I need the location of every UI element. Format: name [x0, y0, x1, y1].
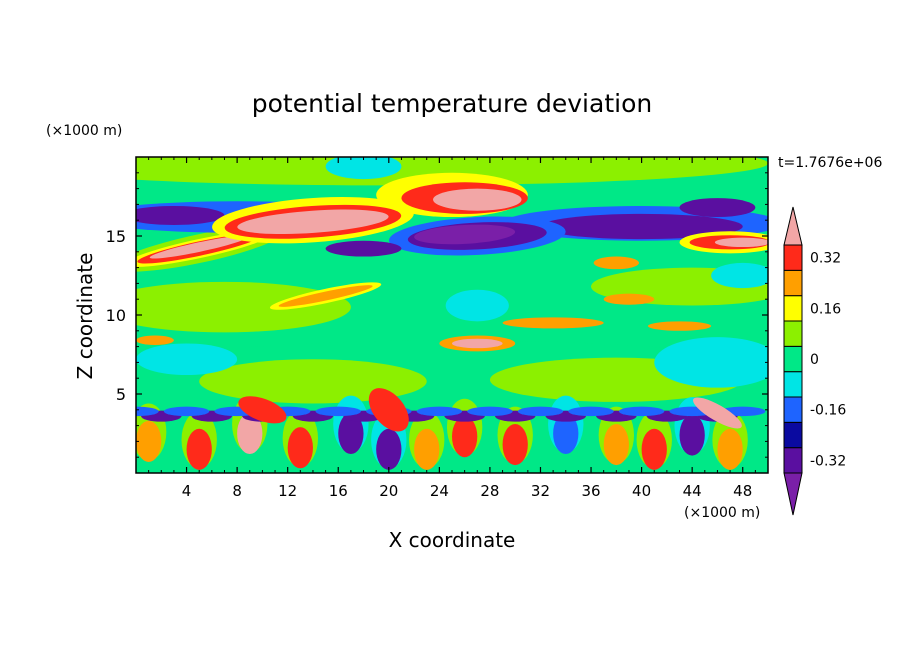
x-axis-title: X coordinate [389, 528, 516, 552]
heatmap-field [136, 157, 768, 473]
inversion-cap [568, 406, 614, 417]
colorbar-bin [783, 421, 803, 449]
colorbar-label: 0.32 [810, 251, 841, 267]
colorbar-bin [783, 345, 803, 373]
x-tick-label: 36 [581, 482, 600, 500]
cold-filament [325, 240, 402, 257]
cool-patch [654, 337, 768, 388]
boundary-cell [553, 412, 579, 455]
mid-warm-band [136, 281, 351, 333]
inversion-cap [467, 406, 513, 417]
y-axis: 5 10 15 [106, 172, 768, 458]
x-unit-label: (×1000 m) [684, 505, 760, 521]
colorbar-bin [783, 371, 803, 398]
colorbar-label: 0 [810, 352, 819, 368]
colorbar-label: -0.32 [810, 453, 846, 469]
colorbar-extend-max [783, 206, 803, 246]
cold-core-center [414, 224, 516, 245]
boundary-cell [136, 420, 162, 462]
cool-patch [445, 289, 509, 322]
upper-cool-core [679, 198, 756, 218]
boundary-cell [641, 428, 667, 470]
warm-spot [136, 335, 174, 346]
right-warm-peak [714, 237, 768, 248]
warm-streak [278, 285, 373, 307]
warm-spot [603, 293, 655, 305]
x-tick-label: 8 [232, 482, 242, 500]
upper-warm-layer [136, 157, 768, 186]
low-warm-band [199, 359, 427, 404]
colorbar-extend-min [783, 472, 803, 516]
colorbar-label: -0.16 [810, 403, 846, 419]
boundary-cell [186, 428, 212, 470]
x-tick-label: 16 [329, 482, 348, 500]
y-axis-title: Z coordinate [73, 253, 97, 380]
x-tick-label: 48 [733, 482, 752, 500]
y-tick-label: 10 [106, 306, 126, 325]
warm-spot [593, 256, 640, 270]
x-tick-label: 44 [683, 482, 702, 500]
y-tick-label: 5 [116, 385, 126, 404]
inversion-cap [416, 406, 463, 417]
colorbar-bin [783, 295, 803, 322]
boundary-cell [502, 424, 528, 466]
inversion-cap [136, 406, 159, 417]
plume [368, 388, 409, 432]
plume [693, 397, 742, 429]
cool-patch [325, 157, 402, 180]
plot-area [135, 156, 769, 474]
x-axis: 4 8 12 16 20 24 28 32 36 40 44 48 [148, 157, 756, 500]
inversion-cap [315, 406, 361, 417]
warm-streak [647, 321, 712, 331]
x-tick-label: 28 [480, 482, 499, 500]
boundary-cell [237, 412, 263, 455]
upper-warm-peak [433, 188, 522, 211]
colorbar-label: 0.16 [810, 301, 841, 317]
chart-title: potential temperature deviation [252, 89, 652, 118]
x-tick-label: 4 [182, 482, 192, 500]
upper-cool-core [540, 213, 743, 240]
warm-tongue-peak [149, 235, 249, 259]
colorbar-bin [783, 320, 803, 347]
cool-patch [136, 343, 238, 376]
warm-spot-peak [452, 338, 503, 349]
colorbar-bin [783, 447, 803, 474]
boundary-cell [603, 424, 629, 466]
upper-cool-core [136, 205, 225, 225]
boundary-cell [679, 414, 705, 456]
boundary-cell [452, 416, 478, 458]
x-tick-label: 20 [379, 482, 398, 500]
cool-patch [711, 262, 768, 289]
x-tick-label: 12 [278, 482, 297, 500]
boundary-cell [287, 427, 313, 469]
upper-warm-peak [237, 209, 389, 235]
inversion-cap [163, 406, 210, 417]
x-tick-label: 40 [632, 482, 651, 500]
inversion-cap [517, 406, 564, 417]
boundary-cell [338, 412, 364, 455]
colorbar-bin [783, 396, 803, 423]
colorbar: 0.32 0.16 0 -0.16 -0.32 [783, 206, 846, 516]
y-tick-label: 15 [106, 227, 126, 246]
boundary-cell [376, 428, 402, 470]
time-label: t=1.7676e+06 [778, 155, 882, 171]
boundary-cell [414, 428, 440, 470]
warm-streak [502, 317, 604, 329]
x-tick-label: 24 [430, 482, 449, 500]
colorbar-bin [783, 244, 803, 271]
plume [238, 396, 287, 424]
x-tick-label: 32 [531, 482, 550, 500]
y-unit-label: (×1000 m) [46, 123, 122, 139]
boundary-cell [717, 428, 743, 470]
inversion-cap [618, 406, 665, 417]
colorbar-bin [783, 269, 803, 297]
